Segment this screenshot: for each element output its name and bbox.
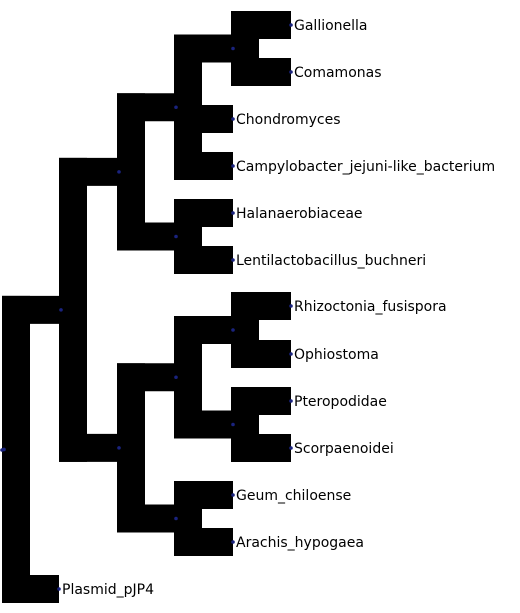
leaf-label-chondromyces: Chondromyces [236, 112, 341, 128]
node-marker-n8 [231, 328, 235, 332]
tree-branches [2, 11, 291, 603]
tree-leaf-labels: Gallionella Comamonas Chondromyces Campylob… [62, 18, 495, 598]
branch-horizontal-plasmid [2, 575, 59, 603]
branch-horizontal-n8 [174, 316, 233, 344]
branch-horizontal-rhizoctonia [231, 292, 291, 320]
branch-horizontal-n6 [59, 433, 119, 462]
leaf-marker-campylobacter [231, 164, 235, 168]
branch-horizontal-scorpaenoidei [231, 434, 291, 462]
branch-horizontal-n5 [117, 222, 176, 251]
leaf-marker-chondromyces [231, 117, 235, 121]
branch-horizontal-n3 [117, 93, 176, 122]
leaf-label-halanaerobiaceae: Halanaerobiaceae [236, 206, 363, 222]
node-marker-n1 [59, 308, 63, 312]
branch-vertical-n6 [117, 363, 145, 533]
leaf-label-ophiostoma: Ophiostoma [294, 347, 379, 363]
branch-horizontal-campylobacter [174, 152, 233, 180]
branch-horizontal-n7 [117, 363, 176, 392]
branch-horizontal-n10 [117, 504, 176, 533]
leaf-marker-arachis [231, 540, 235, 544]
leaf-marker-plasmid [57, 587, 61, 591]
branch-horizontal-ophiostoma [231, 340, 291, 368]
root-marker [0, 448, 4, 452]
leaf-marker-scorpaenoidei [289, 446, 293, 450]
leaf-label-gallionella: Gallionella [294, 18, 368, 34]
branch-horizontal-geum [174, 481, 233, 509]
branch-vertical-root [2, 295, 30, 603]
leaf-marker-gallionella [289, 23, 293, 27]
leaf-marker-ophiostoma [289, 352, 293, 356]
leaf-label-comamonas: Comamonas [294, 65, 382, 81]
node-marker-n4 [231, 46, 235, 51]
leaf-marker-lentilactobacillus [231, 258, 235, 262]
branch-horizontal-comamonas [231, 58, 291, 86]
branch-horizontal-lentilactobacillus [174, 246, 233, 274]
leaf-marker-rhizoctonia [289, 304, 293, 308]
leaf-label-rhizoctonia: Rhizoctonia_fusispora [294, 299, 447, 315]
leaf-label-campylobacter: Campylobacter_jejuni-like_bacterium [236, 159, 495, 175]
tree-node-markers [0, 23, 293, 591]
branch-horizontal-halanaerobiaceae [174, 199, 233, 227]
branch-horizontal-chondromyces [174, 105, 233, 133]
branch-horizontal-arachis [174, 528, 233, 556]
node-marker-n3 [174, 105, 178, 110]
leaf-marker-geum [231, 493, 235, 497]
leaf-marker-comamonas [289, 70, 293, 74]
leaf-label-plasmid: Plasmid_pJP4 [62, 582, 154, 598]
branch-horizontal-n4 [174, 34, 233, 63]
node-marker-n9 [231, 422, 235, 427]
leaf-label-pteropodidae: Pteropodidae [294, 394, 387, 410]
node-marker-n5 [174, 234, 178, 239]
branch-vertical-n1 [59, 157, 87, 462]
node-marker-n2 [117, 170, 121, 174]
branch-horizontal-gallionella [231, 11, 291, 39]
branch-horizontal-pteropodidae [231, 387, 291, 415]
leaf-marker-pteropodidae [289, 399, 293, 403]
node-marker-n6 [117, 446, 121, 450]
branch-horizontal-n1 [2, 295, 61, 324]
node-marker-n7 [174, 375, 178, 380]
leaf-marker-halanaerobiaceae [231, 211, 235, 215]
branch-horizontal-n2 [59, 157, 119, 186]
leaf-label-scorpaenoidei: Scorpaenoidei [294, 441, 394, 457]
leaf-label-arachis: Arachis_hypogaea [236, 535, 364, 551]
leaf-label-geum: Geum_chiloense [236, 488, 351, 504]
leaf-label-lentilactobacillus: Lentilactobacillus_buchneri [236, 253, 426, 269]
node-marker-n10 [174, 516, 178, 521]
branch-horizontal-n9 [174, 410, 233, 439]
